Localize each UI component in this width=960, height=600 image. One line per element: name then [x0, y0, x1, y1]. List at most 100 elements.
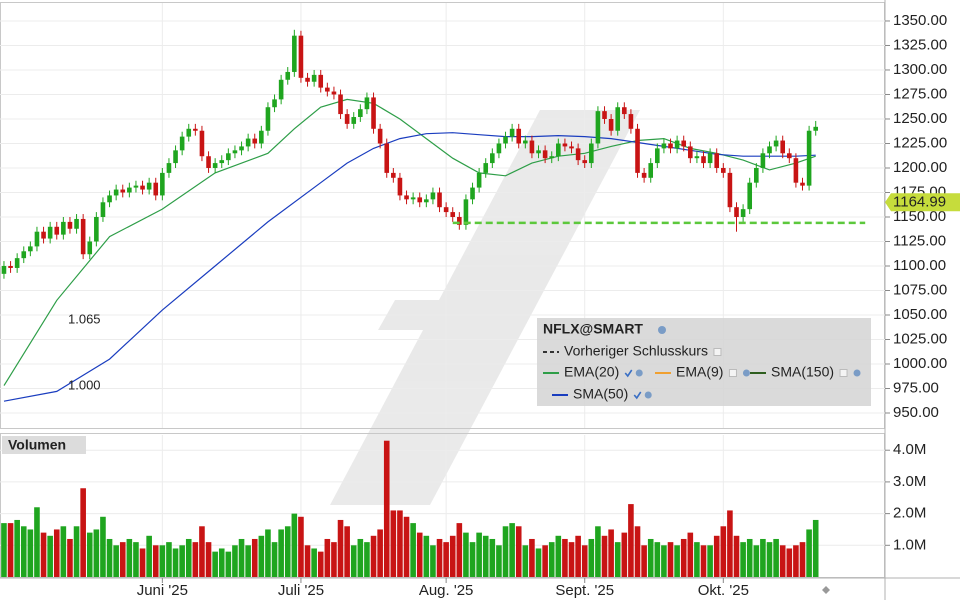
candle-body: [496, 143, 502, 154]
legend-toggle[interactable]: [728, 369, 737, 377]
volume-bar: [799, 542, 806, 577]
candle-body: [318, 74, 324, 88]
candle-body: [509, 128, 515, 137]
legend-toggle[interactable]: [839, 369, 848, 377]
candle-body: [457, 216, 462, 225]
volume-bar: [298, 516, 304, 577]
legend-icon: [635, 369, 643, 377]
legend-icon: [644, 391, 652, 399]
volume-bar: [430, 545, 436, 577]
volume-bar: [727, 510, 733, 577]
volume-bar: [245, 545, 251, 577]
candle-body: [377, 128, 383, 144]
candle-body: [707, 153, 713, 164]
y-tick-label: 1325.00: [893, 36, 947, 53]
volume-bar: [53, 529, 60, 577]
volume-bar: [779, 545, 786, 577]
y-tick-label: 950.00: [893, 404, 939, 421]
volume-bar: [238, 538, 245, 577]
candle-body: [160, 172, 165, 196]
candle-body: [668, 143, 673, 149]
candle-body: [562, 143, 568, 147]
volume-bar: [20, 526, 27, 577]
volume-bar: [133, 542, 139, 577]
candle-body: [364, 97, 370, 110]
candle-body: [127, 187, 132, 193]
candle-body: [641, 172, 647, 178]
candle-body: [100, 202, 106, 217]
candle-body: [219, 160, 225, 164]
volume-bar: [410, 523, 416, 577]
volume-title: Volumen: [8, 437, 66, 453]
candle-body: [186, 128, 192, 137]
candle-body: [569, 146, 574, 149]
volume-bar: [34, 507, 40, 577]
candle-body: [285, 71, 291, 80]
volume-bar: [119, 542, 126, 577]
scroll-marker[interactable]: [822, 586, 830, 594]
volume-bar: [588, 538, 595, 577]
volume-bar: [86, 532, 93, 577]
volume-bar: [60, 526, 67, 577]
y-tick-label: 1225.00: [893, 134, 947, 151]
volume-bar: [67, 538, 73, 577]
candle-body: [443, 207, 449, 213]
volume-bar: [581, 545, 588, 577]
candle-body: [1, 265, 7, 274]
volume-bar: [753, 545, 760, 577]
volume-bar: [271, 542, 278, 577]
volume-bar: [443, 542, 449, 577]
candle-body: [787, 153, 792, 159]
candle-body: [358, 109, 363, 118]
volume-bar: [172, 548, 179, 577]
volume-bar: [232, 545, 238, 577]
legend-check: [624, 369, 633, 378]
candle-body: [806, 130, 812, 186]
candle-body: [61, 221, 66, 235]
candle-body: [206, 156, 211, 168]
candle-body: [120, 189, 126, 193]
volume-bar: [291, 513, 298, 577]
candle-body: [74, 218, 79, 229]
candle-body: [721, 167, 726, 173]
volume-bar: [502, 526, 509, 577]
legend-icon: [658, 326, 666, 334]
volume-bar: [436, 538, 443, 577]
candle-body: [734, 207, 739, 217]
legend-icon: [853, 369, 861, 377]
legend-toggle[interactable]: [713, 348, 722, 356]
volume-bar: [311, 548, 317, 577]
volume-bar: [225, 551, 232, 577]
candle-body: [648, 163, 654, 178]
candle-body: [67, 221, 73, 229]
candle-body: [793, 158, 799, 183]
candle-body: [773, 140, 779, 147]
candle-body: [681, 140, 687, 147]
volume-bar: [449, 535, 456, 577]
candle-body: [34, 231, 40, 247]
volume-bar: [304, 545, 311, 577]
candle-body: [391, 172, 396, 178]
candle-body: [813, 126, 819, 131]
volume-bar: [661, 545, 667, 577]
legend-label: EMA(20): [564, 364, 619, 380]
volume-bar: [205, 542, 212, 577]
volume-bar: [139, 548, 146, 577]
candle-body: [582, 160, 588, 164]
candle-body: [575, 148, 581, 161]
volume-bar: [509, 523, 515, 577]
candle-body: [245, 138, 251, 147]
candle-body: [661, 143, 667, 149]
candle-body: [239, 146, 244, 151]
candle-body: [740, 209, 746, 217]
x-tick-label: Juni '25: [137, 582, 188, 599]
candle-body: [278, 79, 284, 100]
volume-bar: [403, 516, 410, 577]
volume-bar: [423, 535, 430, 577]
volume-bar: [766, 542, 773, 577]
volume-bar: [179, 545, 185, 577]
volume-bar: [713, 535, 720, 577]
volume-title-box: [2, 436, 86, 454]
legend-label: SMA(150): [771, 364, 834, 380]
candle-body: [259, 130, 264, 144]
